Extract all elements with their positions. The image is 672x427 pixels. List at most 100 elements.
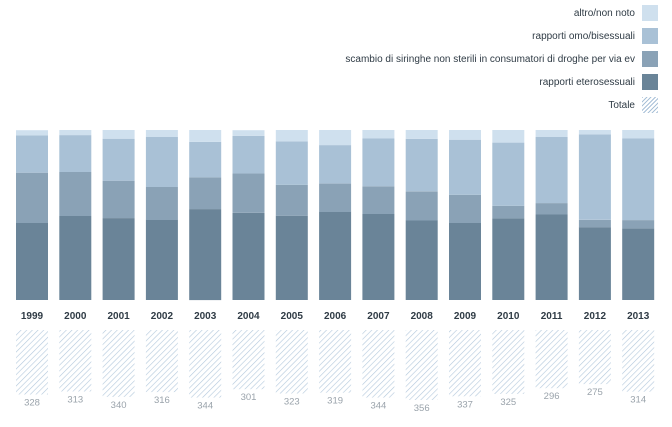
total-bar[interactable]	[189, 330, 222, 398]
bar-segment[interactable]	[232, 135, 265, 174]
bar-segment[interactable]	[319, 145, 352, 184]
bar-segment[interactable]	[578, 219, 611, 228]
legend-item[interactable]: altro/non noto	[345, 3, 658, 23]
bar-segment[interactable]	[145, 137, 178, 187]
total-value-label: 344	[370, 401, 386, 412]
total-bar[interactable]	[622, 330, 655, 392]
bar-segment[interactable]	[535, 130, 568, 137]
bar-segment[interactable]	[492, 205, 525, 219]
bar-segment[interactable]	[492, 142, 525, 206]
legend-label: Totale	[608, 99, 635, 111]
bar-segment[interactable]	[102, 138, 135, 181]
bar-segment[interactable]	[275, 130, 308, 142]
total-bar[interactable]	[16, 330, 48, 395]
x-tick-label: 2000	[64, 311, 87, 322]
total-value-label: 340	[111, 400, 127, 411]
bar-segment[interactable]	[59, 135, 92, 172]
bar-segment[interactable]	[16, 223, 48, 300]
bar-segment[interactable]	[319, 130, 352, 146]
bar-segment[interactable]	[145, 219, 178, 300]
total-bar[interactable]	[232, 330, 265, 390]
legend-swatch	[642, 5, 658, 21]
bar-segment[interactable]	[102, 130, 135, 139]
total-value-label: 316	[154, 395, 170, 406]
bar-segment[interactable]	[578, 134, 611, 220]
total-bar[interactable]	[145, 330, 178, 393]
bar-segment[interactable]	[362, 186, 395, 214]
x-tick-label: 2012	[584, 311, 607, 322]
bar-segment[interactable]	[189, 177, 222, 209]
bar-segment[interactable]	[232, 213, 265, 300]
bar-segment[interactable]	[145, 130, 178, 137]
bar-segment[interactable]	[449, 130, 481, 140]
bar-segment[interactable]	[492, 218, 525, 300]
total-bar[interactable]	[449, 330, 481, 397]
total-bar[interactable]	[535, 330, 568, 389]
bar-segment[interactable]	[362, 214, 395, 300]
bar-segment[interactable]	[449, 194, 481, 223]
total-bar[interactable]	[405, 330, 438, 400]
bar-segment[interactable]	[622, 130, 655, 139]
legend-swatch	[642, 74, 658, 90]
total-bar[interactable]	[102, 330, 135, 397]
bar-segment[interactable]	[405, 138, 438, 192]
bar-segment[interactable]	[59, 130, 92, 136]
bar-segment[interactable]	[578, 130, 611, 135]
legend-label: scambio di siringhe non sterili in consu…	[345, 53, 635, 65]
total-bar[interactable]	[492, 330, 525, 394]
bar-segment[interactable]	[622, 220, 655, 229]
bar-segment[interactable]	[535, 214, 568, 301]
bar-segment[interactable]	[622, 138, 655, 221]
bar-segment[interactable]	[16, 172, 48, 223]
bar-segment[interactable]	[405, 130, 438, 139]
bar-segment[interactable]	[189, 141, 222, 178]
total-value-label: 314	[630, 395, 646, 406]
x-tick-label: 2003	[194, 311, 217, 322]
legend-item[interactable]: scambio di siringhe non sterili in consu…	[345, 49, 658, 69]
x-tick-label: 2008	[411, 311, 434, 322]
bar-segment[interactable]	[232, 173, 265, 213]
bar-segment[interactable]	[319, 211, 352, 300]
bar-segment[interactable]	[189, 130, 222, 142]
bar-segment[interactable]	[492, 130, 525, 143]
bar-segment[interactable]	[578, 227, 611, 300]
total-value-label: 356	[414, 403, 430, 414]
bar-segment[interactable]	[102, 218, 135, 300]
bar-segment[interactable]	[275, 141, 308, 185]
legend-label: rapporti omo/bisessuali	[532, 30, 635, 42]
x-tick-label: 2002	[151, 311, 174, 322]
total-bar[interactable]	[319, 330, 352, 393]
bar-segment[interactable]	[59, 216, 92, 300]
total-value-label: 325	[500, 397, 516, 408]
bar-segment[interactable]	[275, 184, 308, 216]
total-bar[interactable]	[578, 330, 611, 385]
bar-segment[interactable]	[449, 139, 481, 195]
legend-swatch	[642, 51, 658, 67]
bar-segment[interactable]	[16, 135, 48, 173]
bar-segment[interactable]	[535, 137, 568, 204]
bar-segment[interactable]	[102, 180, 135, 219]
bar-segment[interactable]	[449, 223, 481, 300]
bar-segment[interactable]	[319, 183, 352, 212]
bar-segment[interactable]	[362, 138, 395, 187]
bar-segment[interactable]	[622, 228, 655, 300]
bar-segment[interactable]	[405, 191, 438, 221]
legend-item[interactable]: rapporti eterosessuali	[345, 72, 658, 92]
total-bar[interactable]	[59, 330, 92, 392]
total-bar[interactable]	[275, 330, 308, 394]
bar-segment[interactable]	[405, 220, 438, 300]
bar-segment[interactable]	[362, 130, 395, 139]
bar-segment[interactable]	[16, 130, 48, 136]
bar-segment[interactable]	[189, 209, 222, 301]
bar-segment[interactable]	[535, 203, 568, 215]
x-tick-label: 2007	[367, 311, 390, 322]
bar-segment[interactable]	[275, 215, 308, 300]
legend-item-total[interactable]: Totale	[345, 95, 658, 115]
bar-segment[interactable]	[145, 187, 178, 220]
x-tick-label: 1999	[21, 311, 44, 322]
bar-segment[interactable]	[59, 172, 92, 216]
total-value-label: 344	[197, 401, 213, 412]
legend-item[interactable]: rapporti omo/bisessuali	[345, 26, 658, 46]
total-bar[interactable]	[362, 330, 395, 398]
bar-segment[interactable]	[232, 130, 265, 136]
